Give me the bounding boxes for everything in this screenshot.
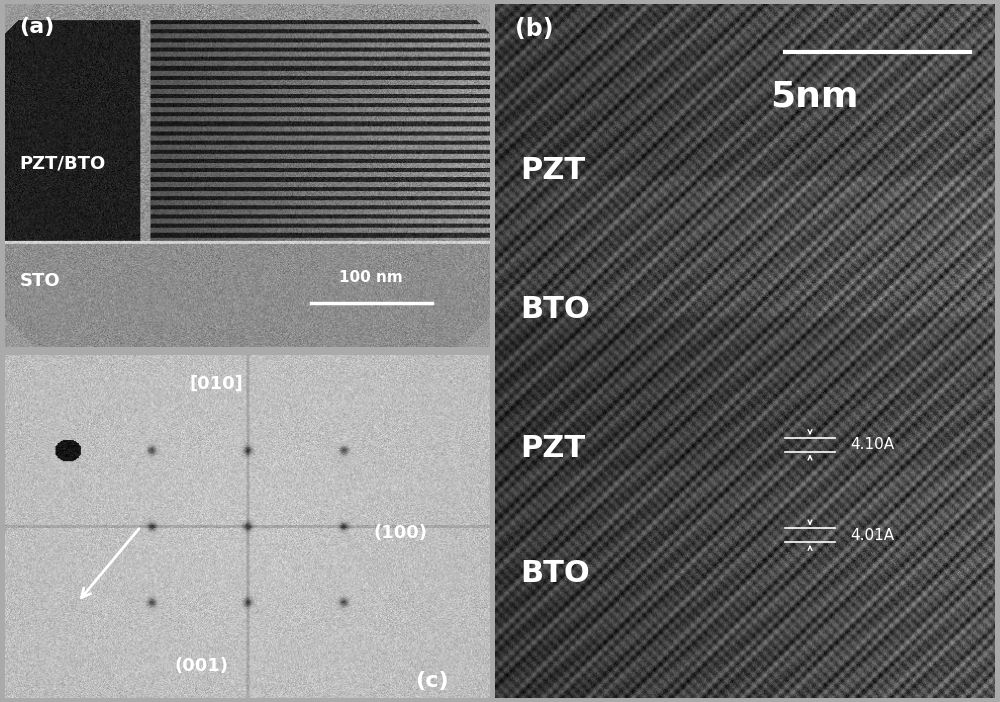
Text: 4.01A: 4.01A [850, 528, 894, 543]
Text: BTO: BTO [520, 295, 590, 324]
Text: (100): (100) [374, 524, 428, 543]
Text: STO: STO [20, 272, 60, 289]
Text: (b): (b) [515, 18, 554, 41]
Text: PZT: PZT [520, 156, 585, 185]
Text: 4.10A: 4.10A [850, 437, 894, 452]
Text: (001): (001) [175, 657, 229, 675]
Text: 100 nm: 100 nm [339, 270, 403, 285]
Text: PZT/BTO: PZT/BTO [20, 154, 106, 173]
Text: (c): (c) [415, 671, 449, 691]
Text: 5nm: 5nm [770, 80, 858, 114]
Text: (a): (a) [20, 18, 55, 37]
Text: [010]: [010] [189, 375, 243, 393]
Text: BTO: BTO [520, 559, 590, 588]
Text: PZT: PZT [520, 434, 585, 463]
